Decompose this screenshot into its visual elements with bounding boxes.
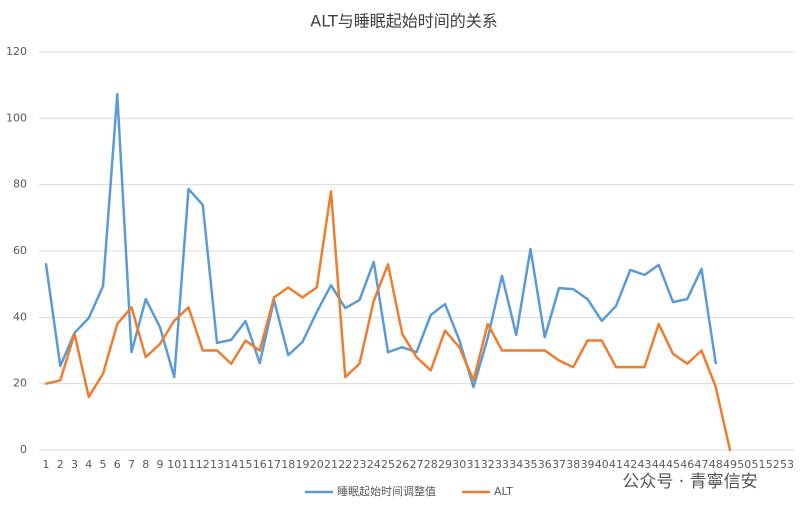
line-series bbox=[44, 190, 732, 452]
x-tick-label: 47 bbox=[694, 458, 708, 471]
y-tick-label: 100 bbox=[6, 111, 27, 124]
x-tick-label: 16 bbox=[253, 458, 267, 471]
x-tick-label: 6 bbox=[114, 458, 121, 471]
x-tick-label: 9 bbox=[157, 458, 164, 471]
y-tick-label: 60 bbox=[13, 244, 27, 257]
x-tick-label: 21 bbox=[324, 458, 338, 471]
x-tick-label: 4 bbox=[85, 458, 92, 471]
x-tick-label: 41 bbox=[609, 458, 623, 471]
x-tick-label: 39 bbox=[580, 458, 594, 471]
x-tick-label: 38 bbox=[566, 458, 580, 471]
y-tick-label: 0 bbox=[20, 443, 27, 456]
x-tick-label: 26 bbox=[395, 458, 409, 471]
x-tick-label: 11 bbox=[182, 458, 196, 471]
x-tick-label: 18 bbox=[281, 458, 295, 471]
x-tick-label: 48 bbox=[709, 458, 723, 471]
x-tick-label: 5 bbox=[100, 458, 107, 471]
x-tick-label: 2 bbox=[57, 458, 64, 471]
x-tick-label: 33 bbox=[495, 458, 509, 471]
x-tick-label: 15 bbox=[239, 458, 253, 471]
x-tick-label: 12 bbox=[196, 458, 210, 471]
x-tick-label: 44 bbox=[652, 458, 666, 471]
x-tick-label: 3 bbox=[71, 458, 78, 471]
legend-label: 睡眠起始时间调整值 bbox=[337, 484, 436, 498]
x-tick-label: 17 bbox=[267, 458, 281, 471]
x-tick-label: 24 bbox=[367, 458, 381, 471]
x-tick-label: 34 bbox=[509, 458, 523, 471]
x-tick-label: 28 bbox=[424, 458, 438, 471]
x-tick-label: 29 bbox=[438, 458, 452, 471]
x-tick-label: 23 bbox=[353, 458, 367, 471]
x-tick-label: 35 bbox=[523, 458, 537, 471]
x-tick-label: 40 bbox=[595, 458, 609, 471]
x-tick-label: 37 bbox=[552, 458, 566, 471]
y-tick-label: 120 bbox=[6, 45, 27, 58]
x-tick-label: 30 bbox=[452, 458, 466, 471]
x-tick-label: 1 bbox=[43, 458, 50, 471]
x-tick-label: 19 bbox=[296, 458, 310, 471]
x-tick-label: 27 bbox=[410, 458, 424, 471]
x-tick-label: 31 bbox=[466, 458, 480, 471]
x-tick-label: 51 bbox=[751, 458, 765, 471]
x-tick-label: 32 bbox=[481, 458, 495, 471]
y-tick-label: 80 bbox=[13, 178, 27, 191]
x-tick-label: 7 bbox=[128, 458, 135, 471]
line-series bbox=[44, 92, 717, 389]
chart-title: ALT与睡眠起始时间的关系 bbox=[310, 12, 497, 31]
x-tick-label: 52 bbox=[766, 458, 780, 471]
x-tick-label: 45 bbox=[666, 458, 680, 471]
x-tick-label: 46 bbox=[680, 458, 694, 471]
x-tick-label: 50 bbox=[737, 458, 751, 471]
x-tick-label: 13 bbox=[210, 458, 224, 471]
x-tick-label: 43 bbox=[637, 458, 651, 471]
y-tick-label: 20 bbox=[13, 377, 27, 390]
legend-label: ALT bbox=[494, 485, 513, 498]
x-tick-label: 8 bbox=[142, 458, 149, 471]
x-tick-label: 20 bbox=[310, 458, 324, 471]
x-tick-label: 22 bbox=[338, 458, 352, 471]
x-tick-label: 42 bbox=[623, 458, 637, 471]
y-tick-label: 40 bbox=[13, 310, 27, 323]
x-tick-label: 25 bbox=[381, 458, 395, 471]
x-tick-label: 53 bbox=[780, 458, 794, 471]
x-tick-label: 49 bbox=[723, 458, 737, 471]
x-tick-label: 10 bbox=[167, 458, 181, 471]
x-tick-label: 14 bbox=[224, 458, 238, 471]
watermark: 公众号 · 青寧信安 bbox=[622, 472, 757, 492]
x-tick-label: 36 bbox=[538, 458, 552, 471]
